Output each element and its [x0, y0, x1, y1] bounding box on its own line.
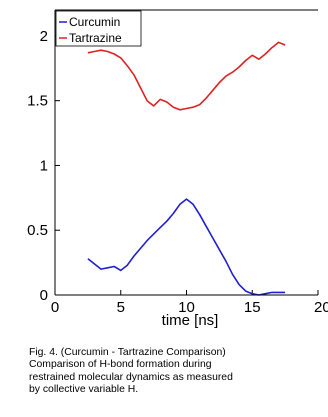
x-axis-title: time [ns] [162, 312, 219, 329]
caption-line: Comparison of H-bond formation during [29, 359, 212, 371]
legend: Curcumin Tartrazine [55, 10, 142, 47]
x-tick-label: 0 [51, 299, 59, 316]
y-tick-label: 0.5 [27, 222, 48, 239]
series-line-tartrazine [87, 41, 286, 111]
legend-label-curcumin: Curcumin [69, 15, 120, 29]
y-tick-label: 1 [40, 157, 48, 174]
caption-line: Fig. 4. (Curcumin - Tartrazine Compariso… [29, 347, 226, 358]
caption-line: restrained molecular dynamics as measure… [29, 371, 233, 383]
line-chart: 00.511.520 5 10 15 20 time [ns] Curcumin Tar… [27, 9, 328, 329]
y-tick-label: 0 [40, 287, 48, 304]
x-tick-label: 15 [244, 299, 261, 316]
y-tick-label: 2 [40, 28, 48, 45]
legend-box [55, 10, 142, 47]
legend-label-tartrazine: Tartrazine [69, 31, 122, 45]
x-tick-label: 10 [178, 299, 195, 316]
figure-caption: Fig. 4. (Curcumin - Tartrazine Compariso… [29, 347, 319, 397]
y-tick-label: 1.5 [27, 93, 48, 110]
x-tick-label: 5 [117, 299, 125, 316]
x-tick-label: 20 [314, 299, 328, 316]
caption-line: by collective variable H. [29, 384, 139, 396]
series-line-curcumin [87, 198, 286, 296]
